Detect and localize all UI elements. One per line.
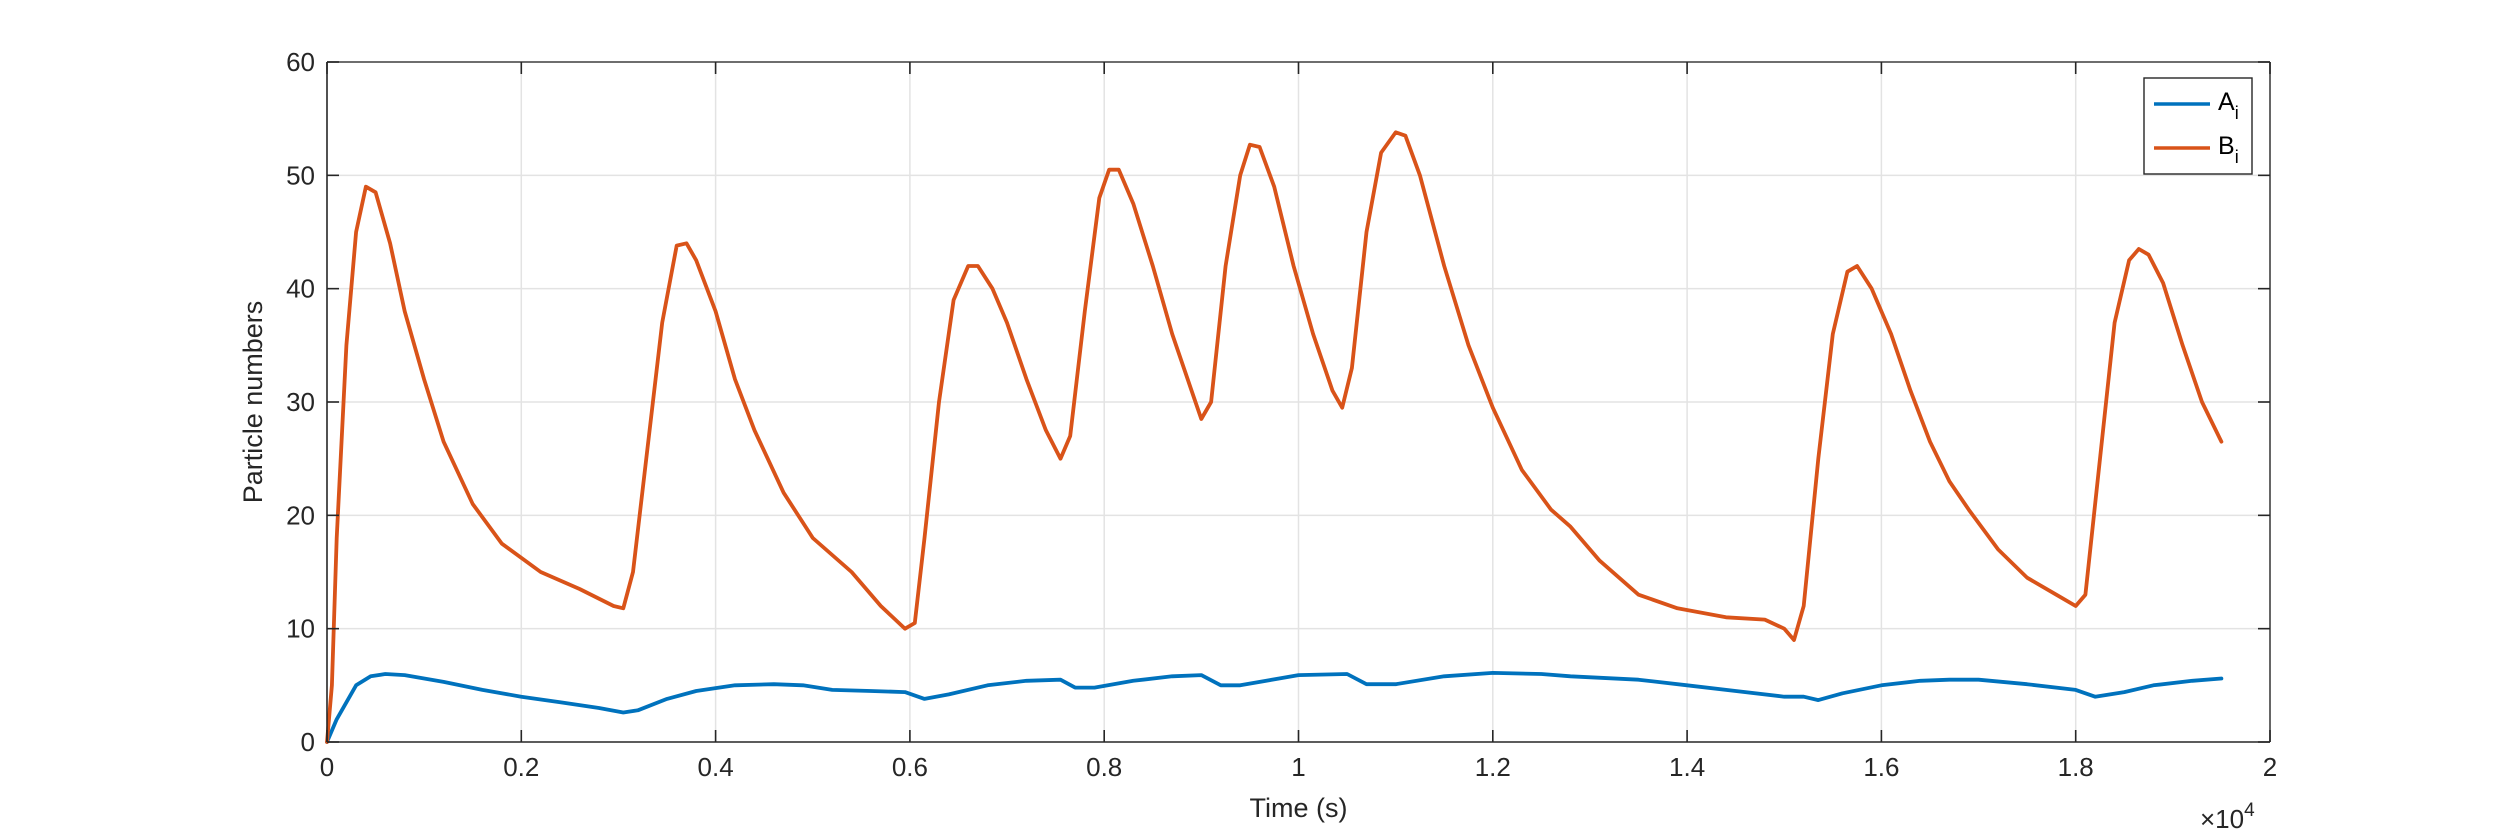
x-tick-label: 1.4	[1669, 752, 1705, 782]
y-tick-label: 40	[286, 274, 315, 304]
x-tick-label: 1	[1291, 752, 1305, 782]
y-tick-label: 10	[286, 614, 315, 644]
legend-entry-b-subscript: i	[2235, 147, 2239, 167]
x-axis-label: Time (s)	[1250, 793, 1348, 823]
legend: Ai Bi	[2143, 77, 2253, 175]
x-tick-label: 1.2	[1475, 752, 1511, 782]
legend-entry-a-subscript: i	[2235, 103, 2239, 123]
x-axis-exponent-base: ×10	[2200, 804, 2244, 833]
series-layer	[325, 130, 2224, 744]
y-tick-label: 60	[286, 47, 315, 77]
legend-entry-a: Ai	[2218, 88, 2239, 123]
legend-entry-b: Bi	[2218, 132, 2239, 167]
x-tick-label: 0.2	[503, 752, 539, 782]
x-tick-label: 1.6	[1863, 752, 1899, 782]
legend-entry-a-name: A	[2218, 88, 2235, 116]
legend-box	[2143, 77, 2253, 175]
series-line-a	[325, 671, 2224, 744]
y-tick-label: 0	[301, 727, 315, 757]
series-line-b	[325, 130, 2224, 744]
y-tick-label: 50	[286, 160, 315, 190]
x-axis-exponent: ×104	[2200, 800, 2255, 833]
x-tick-label: 0	[320, 752, 334, 782]
x-tick-label: 2	[2263, 752, 2277, 782]
y-tick-label: 30	[286, 387, 315, 417]
legend-entry-b-name: B	[2218, 132, 2235, 160]
y-axis-label: Particle numbers	[238, 301, 268, 504]
x-tick-label: 0.4	[698, 752, 734, 782]
x-tick-label: 0.8	[1086, 752, 1122, 782]
x-tick-label: 0.6	[892, 752, 928, 782]
x-tick-label: 1.8	[2058, 752, 2094, 782]
x-axis-exponent-power: 4	[2244, 800, 2255, 821]
axes	[326, 61, 2271, 743]
y-tick-label: 20	[286, 500, 315, 530]
